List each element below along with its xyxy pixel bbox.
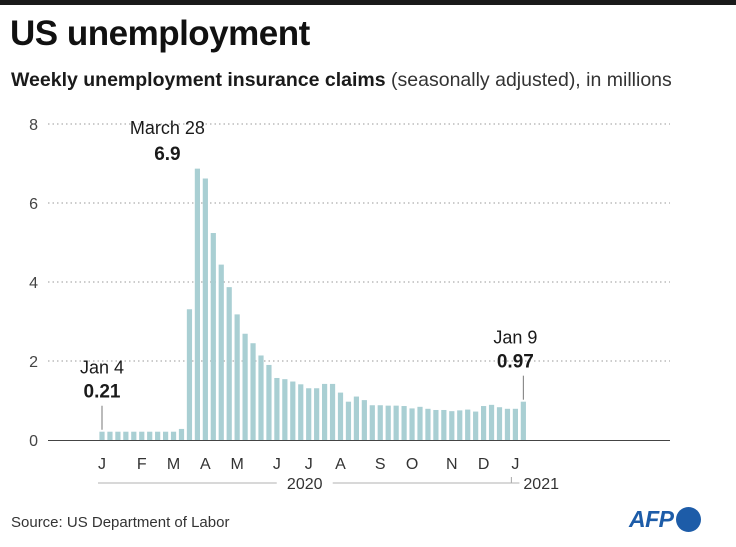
bar xyxy=(361,400,367,440)
year-label: 2021 xyxy=(523,476,559,493)
bar xyxy=(155,431,161,440)
month-tick-label: N xyxy=(446,456,458,473)
annotation-value: 0.97 xyxy=(497,352,534,373)
bar xyxy=(258,355,264,440)
logo-text: AFP xyxy=(629,505,674,532)
year-label: 2020 xyxy=(287,476,323,493)
bar xyxy=(433,409,439,440)
annotation-label: March 28 xyxy=(130,118,205,138)
bar xyxy=(457,410,463,440)
month-tick-label: M xyxy=(230,456,243,473)
chart-subtitle: Weekly unemployment insurance claims (se… xyxy=(11,69,672,92)
subtitle-main: Weekly unemployment insurance claims xyxy=(11,69,386,91)
bar xyxy=(131,431,137,440)
month-tick-label: O xyxy=(406,456,418,473)
bar xyxy=(107,431,113,440)
bar xyxy=(449,411,455,440)
month-tick-label: J xyxy=(273,456,281,473)
bar xyxy=(353,396,359,440)
bar xyxy=(377,405,383,440)
top-rule xyxy=(0,0,736,5)
bar xyxy=(170,431,177,440)
bar xyxy=(481,406,487,440)
bar xyxy=(345,401,352,440)
month-tick-label: J xyxy=(511,456,519,473)
bar xyxy=(290,381,296,440)
annotation-label: Jan 9 xyxy=(493,328,537,348)
bar xyxy=(322,383,328,440)
bar xyxy=(139,431,145,440)
bar xyxy=(417,406,423,440)
bar xyxy=(314,388,320,440)
month-tick-label: M xyxy=(167,456,180,473)
bar xyxy=(218,264,224,440)
month-tick-label: D xyxy=(478,456,490,473)
annotation-label: Jan 4 xyxy=(80,358,124,378)
bar xyxy=(123,431,129,440)
bar xyxy=(385,405,391,440)
bar xyxy=(306,388,312,440)
annotation-value: 6.9 xyxy=(154,144,180,165)
bar xyxy=(178,428,185,440)
bar xyxy=(242,333,248,440)
bar xyxy=(234,314,240,440)
bar xyxy=(282,379,288,440)
y-tick-label: 6 xyxy=(29,196,38,213)
bar xyxy=(99,431,105,440)
bar xyxy=(512,408,518,440)
bar xyxy=(115,431,121,440)
bar xyxy=(163,431,169,440)
bar xyxy=(425,408,431,440)
month-tick-label: J xyxy=(305,456,313,473)
bar xyxy=(369,405,375,440)
bar xyxy=(298,384,304,440)
bar xyxy=(401,406,407,440)
bar xyxy=(147,431,153,440)
bar xyxy=(409,408,415,440)
bar xyxy=(266,364,272,440)
month-tick-label: F xyxy=(137,456,147,473)
bar xyxy=(210,233,216,440)
bar xyxy=(329,383,336,440)
subtitle-detail: (seasonally adjusted), in millions xyxy=(385,69,672,91)
bar xyxy=(473,411,479,440)
bar xyxy=(194,168,200,440)
bar xyxy=(274,377,280,440)
y-tick-label: 2 xyxy=(29,354,38,371)
month-tick-label: A xyxy=(200,456,211,473)
month-tick-label: A xyxy=(335,456,346,473)
bar xyxy=(520,401,526,440)
y-tick-label: 0 xyxy=(29,433,38,450)
bar xyxy=(393,405,399,440)
page-title: US unemployment xyxy=(10,14,310,53)
month-tick-label: J xyxy=(98,456,106,473)
month-tick-label: S xyxy=(375,456,386,473)
bar xyxy=(441,409,447,440)
bar xyxy=(504,408,511,440)
bar xyxy=(186,309,193,440)
bar xyxy=(202,178,208,440)
y-tick-label: 4 xyxy=(29,275,38,292)
annotation-value: 0.21 xyxy=(84,382,121,403)
bar xyxy=(496,407,503,440)
source-note: Source: US Department of Labor xyxy=(11,514,230,531)
bar xyxy=(250,343,256,440)
bar xyxy=(488,404,495,440)
bar xyxy=(226,287,232,440)
y-tick-label: 8 xyxy=(29,117,38,134)
bar xyxy=(465,409,471,440)
logo-dot-icon xyxy=(675,506,701,532)
afp-logo: AFP xyxy=(629,505,701,533)
bar xyxy=(337,392,344,440)
